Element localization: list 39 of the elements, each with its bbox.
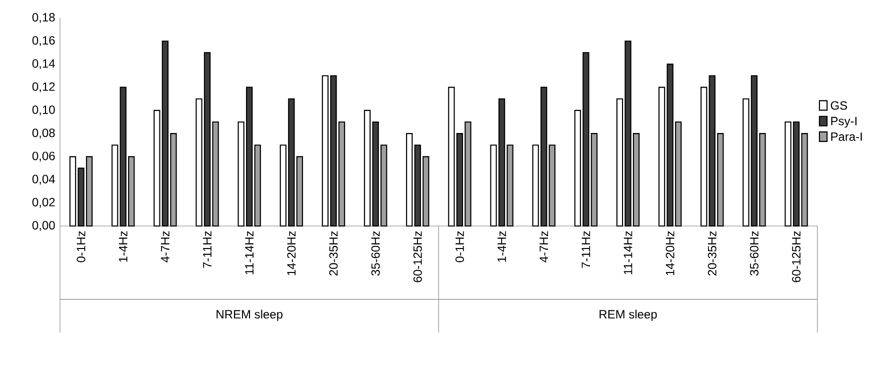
x-tick-label: 4-7Hz <box>540 231 548 262</box>
text: REM sleep <box>600 310 657 321</box>
bar <box>254 144 261 227</box>
bar <box>700 86 708 227</box>
x-tick-label: 60-125Hz <box>413 231 422 282</box>
x-tick-label: 7-11Hz <box>203 231 212 268</box>
legend-label: Para-I <box>831 132 862 141</box>
bar <box>548 144 556 227</box>
y-tick-label: 0,10 <box>32 105 55 116</box>
x-tick-label: 11-14Hz <box>624 231 632 274</box>
x-tick-label: 14-20Hz <box>666 231 674 276</box>
x-tick-label: 0-1Hz <box>455 231 464 262</box>
text: NREM sleep <box>216 310 282 321</box>
x-tick-label: 60-125Hz <box>792 231 801 282</box>
legend-label: GS <box>830 101 848 110</box>
y-tick-label: 0,14 <box>32 59 55 70</box>
y-tick-label: 0,00 <box>32 221 55 231</box>
x-tick-label: 35-60Hz <box>750 231 758 276</box>
bar <box>112 144 118 227</box>
x-tick-label: 1-4Hz <box>118 231 128 262</box>
x-tick-label: 4-7Hz <box>161 231 170 262</box>
y-tick-label: 0,18 <box>32 13 55 23</box>
x-tick-label: 35-60Hz <box>371 231 380 276</box>
x-tick-label: 14-20Hz <box>287 231 296 276</box>
x-tick-label: 20-35Hz <box>329 231 338 276</box>
x-tick-label: 7-11Hz <box>582 231 590 268</box>
x-tick-label: 1-4Hz <box>498 231 506 262</box>
bar <box>296 156 304 227</box>
x-tick-label: 11-14Hz <box>245 231 254 274</box>
legend-label: Psy-I <box>831 116 856 128</box>
x-tick-label: 20-35Hz <box>708 231 716 276</box>
y-tick-label: 0,08 <box>32 128 55 138</box>
y-tick-label: 0,04 <box>32 174 55 185</box>
x-tick-label: 0-1Hz <box>76 231 86 262</box>
y-tick-label: 0,12 <box>32 82 55 92</box>
y-tick-label: 0,16 <box>32 36 55 46</box>
y-tick-label: 0,02 <box>32 198 55 208</box>
y-tick-label: 0,06 <box>32 152 55 162</box>
bar <box>406 133 413 227</box>
